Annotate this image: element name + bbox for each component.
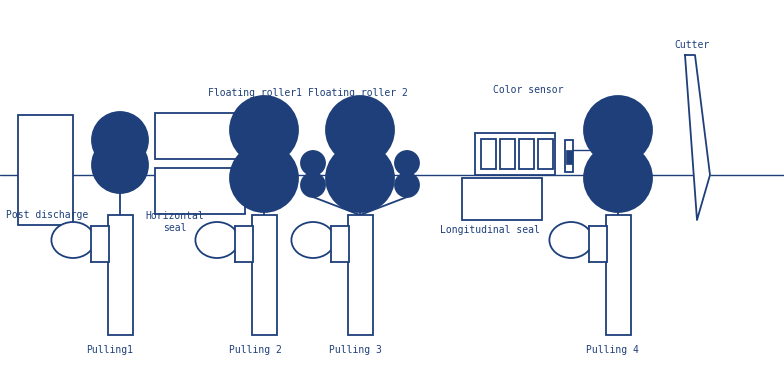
Circle shape	[230, 144, 298, 212]
Text: Cutter: Cutter	[674, 40, 710, 50]
Bar	[155, 168, 245, 214]
Circle shape	[346, 116, 374, 144]
Bar	[235, 226, 253, 262]
Circle shape	[108, 128, 132, 152]
Bar	[91, 226, 109, 262]
Ellipse shape	[292, 222, 335, 258]
Text: Pulling 3: Pulling 3	[328, 345, 382, 355]
Text: Pulling 2: Pulling 2	[229, 345, 281, 355]
Bar	[108, 215, 133, 335]
Bar	[348, 215, 373, 335]
Bar	[18, 115, 73, 225]
Text: Post discharge: Post discharge	[5, 210, 88, 220]
Polygon shape	[685, 55, 710, 220]
Ellipse shape	[52, 222, 95, 258]
Ellipse shape	[195, 222, 238, 258]
Bar	[252, 215, 277, 335]
Circle shape	[604, 116, 632, 144]
Circle shape	[301, 173, 325, 197]
Bar	[481, 139, 496, 169]
Circle shape	[92, 112, 148, 168]
Circle shape	[604, 164, 632, 192]
Text: Horizontal
seal: Horizontal seal	[146, 211, 205, 233]
Bar	[500, 139, 515, 169]
Text: Floating roller1: Floating roller1	[208, 88, 302, 98]
Ellipse shape	[550, 222, 593, 258]
Bar	[462, 178, 542, 220]
Circle shape	[326, 144, 394, 212]
Circle shape	[301, 151, 325, 175]
Circle shape	[395, 151, 419, 175]
Bar	[606, 215, 631, 335]
Text: Longitudinal seal: Longitudinal seal	[440, 225, 540, 235]
Circle shape	[108, 153, 132, 177]
Circle shape	[326, 96, 394, 164]
Bar	[475, 133, 555, 175]
Circle shape	[584, 96, 652, 164]
Circle shape	[250, 116, 278, 144]
Bar	[519, 139, 534, 169]
Circle shape	[250, 164, 278, 192]
Bar	[565, 140, 573, 172]
Circle shape	[230, 96, 298, 164]
Text: Pulling 4: Pulling 4	[586, 345, 638, 355]
Text: Pulling1: Pulling1	[86, 345, 133, 355]
Bar	[331, 226, 349, 262]
Bar	[155, 113, 245, 159]
Circle shape	[584, 144, 652, 212]
Circle shape	[92, 137, 148, 193]
Circle shape	[395, 173, 419, 197]
Text: Color sensor: Color sensor	[493, 85, 563, 95]
Circle shape	[346, 164, 374, 192]
Text: Floating roller 2: Floating roller 2	[308, 88, 408, 98]
Bar	[589, 226, 607, 262]
Bar	[566, 150, 572, 164]
Bar	[538, 139, 553, 169]
